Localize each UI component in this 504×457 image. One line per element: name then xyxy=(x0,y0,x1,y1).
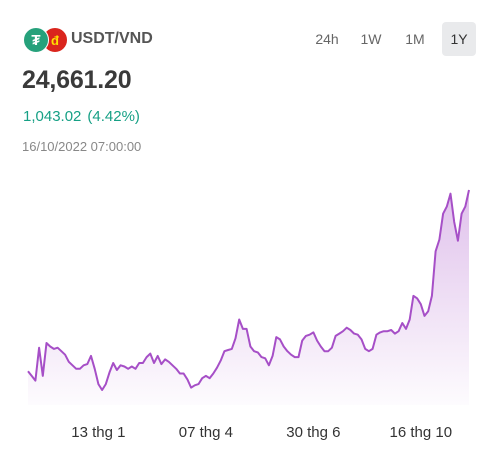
x-tick-label: 13 thg 1 xyxy=(71,424,125,441)
tab-24h[interactable]: 24h xyxy=(315,31,339,47)
x-tick-label: 30 thg 6 xyxy=(286,424,340,441)
change-absolute: 1,043.02 xyxy=(23,108,82,125)
x-tick-label: 16 thg 10 xyxy=(390,424,453,441)
chart-series-line xyxy=(27,189,470,391)
range-tabs: 24h 1W 1M 1Y xyxy=(302,22,476,56)
chart-area-fill xyxy=(28,190,469,405)
pair-icons: ₮ đ xyxy=(23,27,69,53)
x-tick-label: 07 thg 4 xyxy=(179,424,233,441)
tether-icon: ₮ xyxy=(23,27,49,53)
current-price: 24,661.20 xyxy=(22,66,132,94)
tab-1y[interactable]: 1Y xyxy=(442,22,476,56)
change-percent: (4.42%) xyxy=(87,108,140,125)
pair-title: USDT/VND xyxy=(71,30,153,47)
price-change: 1,043.02 (4.42%) xyxy=(23,108,140,125)
x-axis-ticks: 13 thg 1 07 thg 4 30 thg 6 16 thg 10 xyxy=(71,424,452,441)
tab-1m[interactable]: 1M xyxy=(405,31,425,47)
timestamp: 16/10/2022 07:00:00 xyxy=(22,139,142,154)
tab-1w[interactable]: 1W xyxy=(360,31,382,47)
